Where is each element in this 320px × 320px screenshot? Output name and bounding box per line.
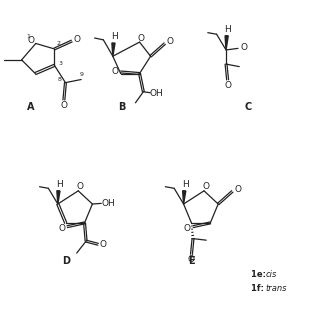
- Text: OH: OH: [150, 89, 164, 98]
- Text: cis: cis: [265, 270, 277, 279]
- Text: O: O: [167, 37, 173, 46]
- Text: H: H: [224, 25, 231, 34]
- Text: trans: trans: [265, 284, 287, 293]
- Text: O: O: [58, 224, 65, 233]
- Text: O: O: [100, 240, 107, 249]
- Text: A: A: [27, 101, 35, 112]
- Polygon shape: [57, 191, 60, 204]
- Text: O: O: [76, 182, 83, 191]
- Text: O: O: [202, 182, 209, 191]
- Text: O: O: [241, 43, 248, 52]
- Text: 2: 2: [56, 41, 60, 46]
- Polygon shape: [225, 36, 228, 50]
- Text: O: O: [112, 68, 118, 76]
- Text: O: O: [184, 224, 191, 233]
- Text: 8: 8: [58, 77, 62, 82]
- Text: H: H: [182, 180, 188, 189]
- Text: B: B: [119, 101, 126, 112]
- Polygon shape: [183, 191, 186, 204]
- Text: 1: 1: [26, 34, 30, 39]
- Text: O: O: [60, 101, 68, 110]
- Text: C: C: [244, 101, 252, 112]
- Text: OH: OH: [101, 199, 115, 208]
- Polygon shape: [112, 43, 115, 56]
- Text: O: O: [138, 34, 145, 43]
- Text: E: E: [188, 256, 195, 266]
- Text: H: H: [111, 32, 118, 41]
- Text: 3: 3: [58, 61, 62, 66]
- Text: O: O: [188, 255, 195, 265]
- Text: 1e:: 1e:: [251, 270, 269, 279]
- Text: O: O: [234, 185, 241, 194]
- Text: 1f:: 1f:: [251, 284, 267, 293]
- Text: H: H: [56, 180, 63, 189]
- Text: 9: 9: [80, 72, 84, 77]
- Text: O: O: [74, 35, 81, 44]
- Text: D: D: [62, 256, 70, 266]
- Text: O: O: [28, 36, 35, 45]
- Text: O: O: [224, 81, 231, 90]
